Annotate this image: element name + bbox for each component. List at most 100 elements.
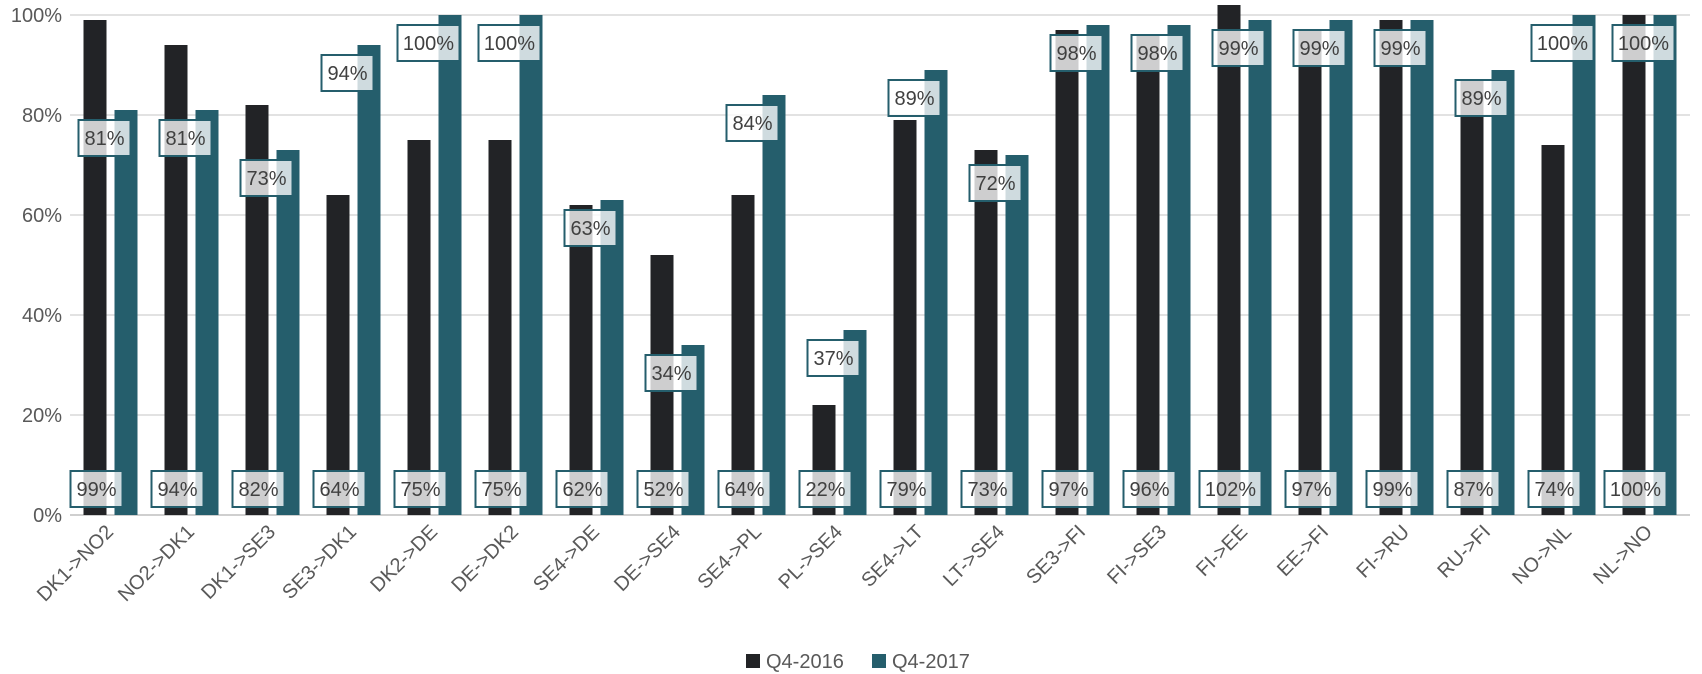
bar-q4-2017 <box>438 15 462 515</box>
x-category-label: NL->NO <box>1589 521 1657 589</box>
data-label-text: 64% <box>319 479 359 501</box>
bar-q4-2017 <box>1572 15 1596 515</box>
legend-swatch-q4-2017 <box>872 654 886 668</box>
data-label-text: 75% <box>400 479 440 501</box>
y-tick-label: 40% <box>22 305 62 327</box>
data-label-box <box>69 470 124 508</box>
bar-q4-2017 <box>1491 70 1515 515</box>
data-label-text: 73% <box>246 168 286 190</box>
data-label-box <box>150 470 205 508</box>
x-category-label: FI->SE3 <box>1103 521 1171 589</box>
data-label-box <box>555 470 610 508</box>
legend-label-q4-2017: Q4-2017 <box>892 651 970 673</box>
data-label-box <box>563 209 618 247</box>
data-label-box <box>717 470 772 508</box>
x-category-label: DK2->DE <box>366 521 442 597</box>
data-label-q4-2017: 81% <box>158 119 213 157</box>
x-category-label: DE->DK2 <box>447 521 523 597</box>
x-category-label: SE4->LT <box>857 521 928 592</box>
data-label-box <box>312 470 367 508</box>
data-label-q4-2017: 81% <box>77 119 132 157</box>
data-label-box <box>1122 470 1177 508</box>
data-labels: 99% 81% 94% 81% 82% 73% 64% 94% 75% 100% 75% 100% 62… <box>69 24 1676 508</box>
data-label-box <box>1198 470 1263 508</box>
bar-q4-2016 <box>1379 20 1403 515</box>
data-label-text: 94% <box>327 63 367 85</box>
y-tick-label: 0% <box>33 505 62 527</box>
data-label-text: 75% <box>481 479 521 501</box>
data-label-q4-2017: 99% <box>1211 29 1266 67</box>
data-label-q4-2017: 34% <box>644 354 699 392</box>
data-label-q4-2017: 73% <box>239 159 294 197</box>
bar-q4-2017 <box>1167 25 1191 515</box>
data-label-box <box>393 470 448 508</box>
x-category-label: NO->NL <box>1508 521 1576 589</box>
data-label-q4-2016: 75% <box>474 470 529 508</box>
data-label-text: 81% <box>165 128 205 150</box>
x-category-label: SE4->PL <box>693 521 766 594</box>
data-label-q4-2017: 100% <box>396 24 461 62</box>
legend: Q4-2016 Q4-2017 <box>746 651 970 673</box>
data-label-box <box>1130 34 1185 72</box>
data-label-q4-2016: 99% <box>69 470 124 508</box>
data-label-q4-2016: 52% <box>636 470 691 508</box>
data-label-text: 100% <box>1618 33 1669 55</box>
x-category-label: DK1->SE3 <box>197 521 280 604</box>
data-label-box <box>725 104 780 142</box>
x-category-label: SE4->DE <box>529 521 604 596</box>
bar-q4-2016 <box>407 140 431 515</box>
bar-q4-2017 <box>600 200 624 515</box>
data-label-q4-2017: 99% <box>1292 29 1347 67</box>
data-label-text: 34% <box>651 363 691 385</box>
bar-q4-2016 <box>1217 5 1241 515</box>
bar-q4-2016 <box>731 195 755 515</box>
data-label-q4-2017: 89% <box>1454 79 1509 117</box>
y-axis-ticks: 0% 20% 40% 60% 80% 100% <box>11 5 62 527</box>
data-label-box <box>1603 470 1668 508</box>
data-label-text: 84% <box>732 113 772 135</box>
bars <box>83 5 1677 515</box>
data-label-q4-2016: 96% <box>1122 470 1177 508</box>
x-category-label: SE3->FI <box>1022 521 1090 589</box>
x-category-label: PL->SE4 <box>774 521 847 594</box>
bar-q4-2017 <box>1086 25 1110 515</box>
data-label-box <box>1530 24 1595 62</box>
data-label-box <box>396 24 461 62</box>
data-label-q4-2016: 97% <box>1041 470 1096 508</box>
bar-q4-2016 <box>1622 15 1646 515</box>
data-label-box <box>477 24 542 62</box>
x-category-label: SE3->DK1 <box>278 521 361 604</box>
data-label-box <box>798 470 853 508</box>
data-label-q4-2017: 98% <box>1049 34 1104 72</box>
data-label-q4-2016: 94% <box>150 470 205 508</box>
data-label-box <box>1446 470 1501 508</box>
data-label-box <box>887 79 942 117</box>
bar-q4-2017 <box>195 110 219 515</box>
data-label-q4-2017: 99% <box>1373 29 1428 67</box>
data-label-text: 79% <box>886 479 926 501</box>
bar-q4-2016 <box>245 105 269 515</box>
x-category-label: NO2->DK1 <box>114 521 199 606</box>
bar-q4-2016 <box>1541 145 1565 515</box>
data-label-text: 52% <box>643 479 683 501</box>
data-label-box <box>320 54 375 92</box>
data-label-q4-2017: 98% <box>1130 34 1185 72</box>
data-label-q4-2017: 100% <box>1611 24 1676 62</box>
data-label-box <box>1292 29 1347 67</box>
data-label-text: 100% <box>403 33 454 55</box>
bar-q4-2016 <box>1055 30 1079 515</box>
data-label-box <box>968 164 1023 202</box>
data-label-text: 37% <box>813 348 853 370</box>
data-label-q4-2017: 100% <box>477 24 542 62</box>
bar-q4-2016 <box>326 195 350 515</box>
bar-q4-2016 <box>83 20 107 515</box>
x-category-label: DK1->NO2 <box>33 521 118 606</box>
bar-q4-2016 <box>569 205 593 515</box>
data-label-q4-2016: 62% <box>555 470 610 508</box>
data-label-text: 100% <box>484 33 535 55</box>
data-label-q4-2017: 94% <box>320 54 375 92</box>
data-label-text: 73% <box>967 479 1007 501</box>
data-label-q4-2016: 73% <box>960 470 1015 508</box>
data-label-box <box>1284 470 1339 508</box>
